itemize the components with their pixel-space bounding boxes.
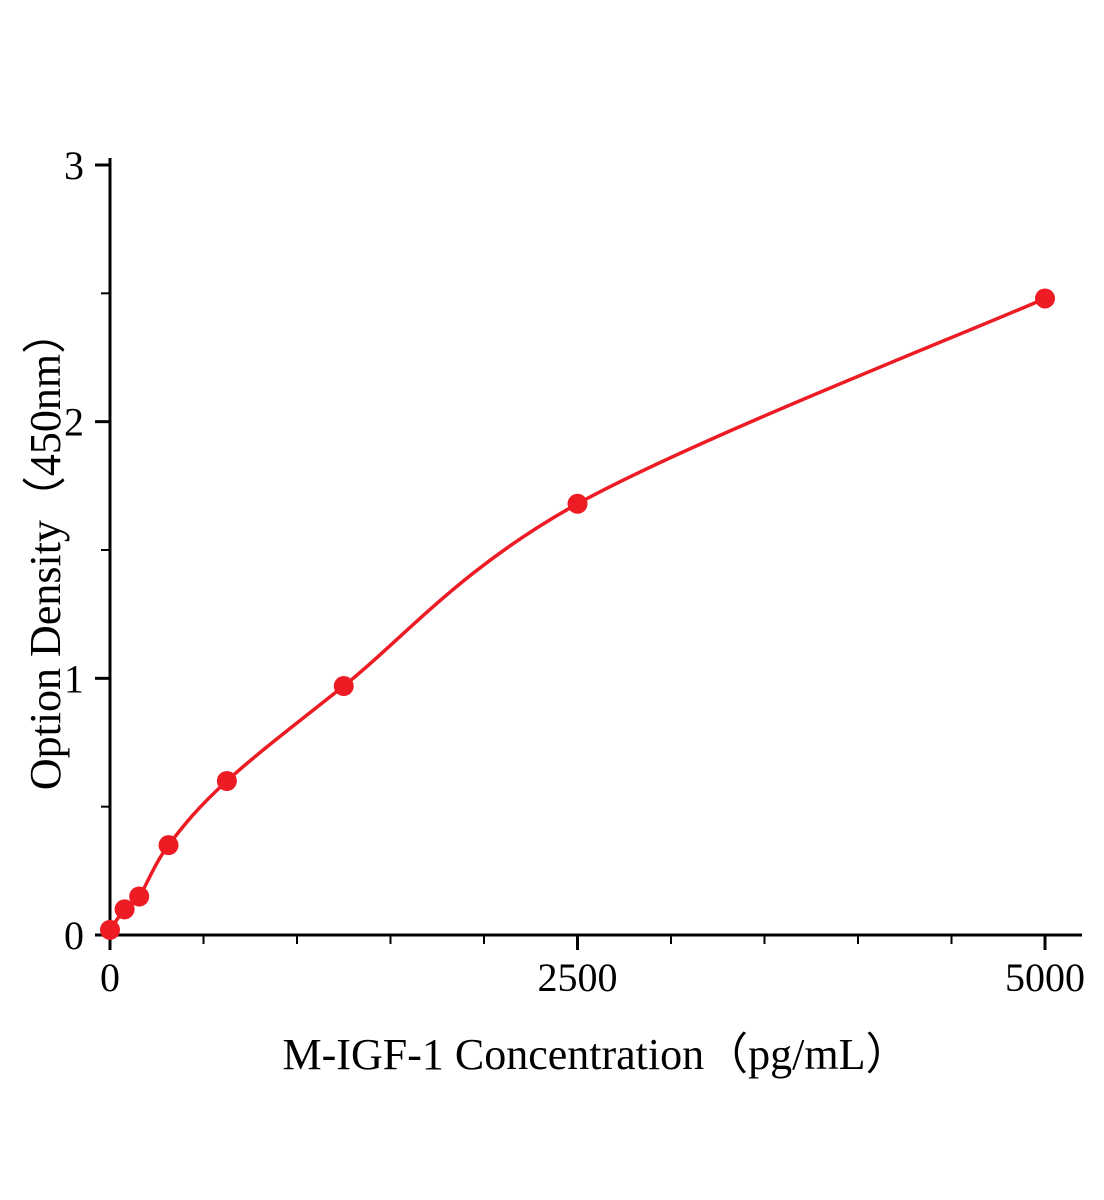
y-tick-label: 0	[64, 913, 84, 958]
data-point	[216, 771, 237, 791]
y-axis-title-area: Option Density（450nm）	[2, 165, 80, 935]
data-point	[129, 886, 150, 907]
data-point	[567, 493, 588, 514]
data-point	[158, 835, 179, 856]
x-tick-label: 0	[100, 955, 120, 1000]
data-point	[1035, 288, 1055, 309]
y-tick-label: 3	[64, 143, 84, 188]
x-tick-label: 2500	[538, 955, 618, 1000]
y-tick-label: 1	[64, 656, 84, 701]
y-axis-title: Option Density（450nm）	[21, 309, 71, 791]
data-point	[114, 899, 135, 920]
data-point	[333, 676, 354, 697]
fitted-curve	[108, 296, 1047, 932]
x-axis-title: M-IGF-1 Concentration（pg/mL）	[282, 1030, 910, 1079]
data-point	[100, 919, 120, 940]
x-tick-label: 5000	[1005, 955, 1085, 1000]
y-tick-label: 2	[64, 400, 84, 445]
